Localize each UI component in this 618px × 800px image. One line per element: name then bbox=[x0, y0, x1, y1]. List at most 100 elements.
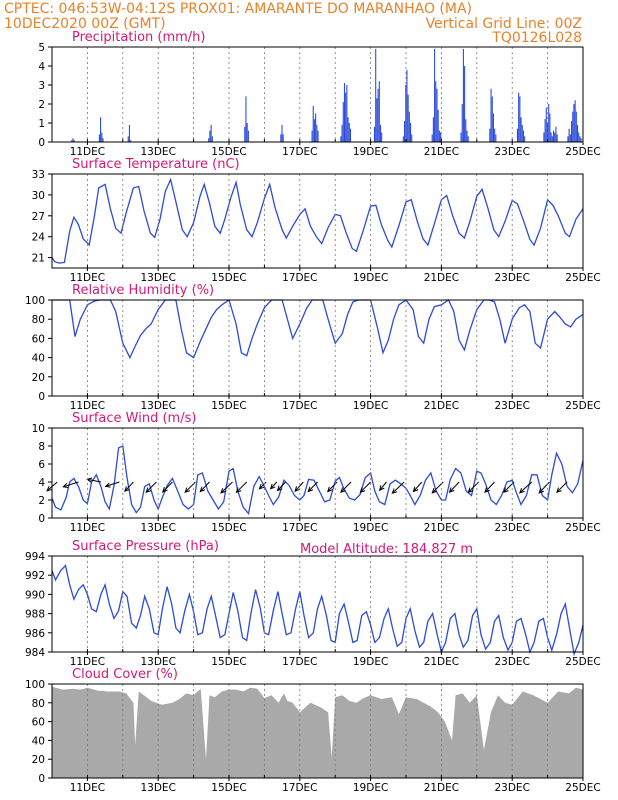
temp-xtick-label: 23DEC bbox=[494, 272, 529, 284]
rh-xtick-label: 13DEC bbox=[140, 400, 175, 412]
rh-panel: Relative Humidity (%) 0 20 40 60 80 100 11DEC 13… bbox=[25, 283, 601, 412]
temp-xtick-label: 11DEC bbox=[70, 272, 105, 284]
precip-bar bbox=[572, 111, 574, 142]
wind-arrow-head bbox=[502, 487, 509, 494]
precip-bar bbox=[437, 109, 439, 142]
wind-frame bbox=[51, 427, 584, 519]
precip-bar bbox=[520, 117, 522, 142]
precip-bar bbox=[465, 119, 467, 142]
header-station-line: CPTEC: 046:53W-04:12S PROX01: AMARANTE D… bbox=[4, 1, 472, 17]
precip-frame bbox=[51, 46, 584, 143]
wind-arrow-shaft bbox=[145, 481, 157, 493]
cloud-xtick-label: 11DEC bbox=[70, 782, 105, 794]
precip-bar bbox=[210, 124, 212, 142]
wind-ytick-label: 6 bbox=[38, 459, 45, 471]
pressure-xtick-label: 13DEC bbox=[140, 656, 175, 668]
pressure-xtick-label: 11DEC bbox=[70, 656, 105, 668]
precip-bar bbox=[317, 130, 319, 142]
pressure-ytick-label: 986 bbox=[25, 628, 45, 640]
temp-xtick-label: 21DEC bbox=[424, 272, 459, 284]
wind-arrow-shaft bbox=[379, 481, 387, 491]
precip-bar bbox=[246, 123, 248, 142]
pressure-title: Surface Pressure (hPa) bbox=[72, 539, 219, 554]
precip-bar bbox=[72, 138, 74, 142]
pressure-xtick-label: 21DEC bbox=[424, 656, 459, 668]
precip-bar bbox=[211, 136, 213, 142]
wind-arrow-shaft bbox=[307, 481, 318, 492]
precip-bar bbox=[377, 88, 379, 142]
temp-xtick-label: 13DEC bbox=[140, 272, 175, 284]
wind-arrow bbox=[269, 481, 278, 490]
wind-xtick-label: 23DEC bbox=[494, 522, 529, 534]
rh-title: Relative Humidity (%) bbox=[72, 283, 214, 298]
precip-bar bbox=[100, 117, 102, 142]
cloud-area bbox=[52, 686, 583, 778]
precip-bar bbox=[348, 123, 350, 142]
precip-bar bbox=[550, 132, 552, 142]
wind-arrow-head bbox=[294, 486, 300, 493]
rh-xtick-label: 15DEC bbox=[211, 400, 246, 412]
header-model-code: TQ0126L028 bbox=[491, 30, 582, 46]
precip-bar bbox=[521, 124, 523, 142]
wind-series-line bbox=[51, 445, 584, 515]
rh-ytick-label: 20 bbox=[32, 372, 45, 384]
precip-bar bbox=[373, 126, 376, 142]
pressure-series-line bbox=[51, 564, 584, 657]
wind-arrow-shaft bbox=[220, 481, 233, 494]
precip-bar bbox=[436, 88, 438, 142]
precip-panel: Precipitation (mm/h) 0 1 2 3 4 5 11DEC 13DEC 15DE… bbox=[38, 30, 600, 158]
wind-arrow-head bbox=[378, 485, 385, 492]
precip-bar bbox=[280, 134, 282, 142]
precip-bar bbox=[434, 48, 436, 142]
wind-arrow-head bbox=[340, 487, 346, 494]
precip-bar bbox=[73, 140, 75, 142]
precip-bar bbox=[381, 132, 383, 142]
precip-bar bbox=[410, 123, 412, 142]
wind-arrow bbox=[391, 481, 405, 494]
precip-bar bbox=[554, 132, 556, 142]
precip-bar bbox=[406, 69, 408, 142]
wind-arrow bbox=[276, 481, 286, 492]
precip-bar bbox=[342, 102, 344, 142]
precip-bar bbox=[545, 107, 547, 142]
precip-bar bbox=[127, 136, 129, 142]
precip-bar bbox=[552, 130, 555, 142]
cloud-title: Cloud Cover (%) bbox=[72, 667, 178, 682]
wind-arrow-head bbox=[199, 486, 206, 493]
pressure-xtick-label: 23DEC bbox=[494, 656, 529, 668]
wind-arrow-shaft bbox=[484, 481, 495, 493]
wind-arrow-head bbox=[269, 483, 276, 490]
cloud-ytick-label: 100 bbox=[25, 679, 45, 691]
wind-ytick-label: 2 bbox=[38, 495, 45, 507]
precip-bar bbox=[347, 117, 349, 142]
temp-series-line bbox=[51, 177, 584, 264]
wind-arrow-head bbox=[46, 486, 53, 492]
wind-arrow-head bbox=[235, 487, 242, 494]
cloud-ytick-label: 60 bbox=[32, 717, 45, 729]
precip-bar bbox=[102, 138, 104, 142]
wind-arrow-shaft bbox=[340, 481, 352, 493]
precip-bar bbox=[555, 126, 557, 142]
precip-bar bbox=[522, 130, 525, 142]
precip-bar bbox=[431, 134, 433, 142]
precip-ytick-label: 2 bbox=[38, 99, 45, 111]
rh-ytick-label: 0 bbox=[38, 391, 45, 403]
wind-xtick-label: 13DEC bbox=[140, 522, 175, 534]
precip-bar bbox=[438, 130, 440, 142]
precip-bar bbox=[494, 128, 496, 142]
precip-bar bbox=[516, 128, 519, 142]
precip-xtick-label: 15DEC bbox=[211, 146, 246, 158]
precip-bar bbox=[462, 48, 464, 142]
wind-arrow bbox=[556, 481, 568, 494]
wind-arrow-shaft bbox=[236, 481, 248, 493]
wind-arrow bbox=[518, 481, 533, 494]
precip-bar bbox=[345, 92, 347, 142]
precip-bar bbox=[524, 136, 526, 142]
rh-frame bbox=[51, 299, 584, 397]
precip-bar bbox=[312, 105, 314, 142]
precip-bar bbox=[580, 138, 582, 142]
precip-bar bbox=[570, 121, 573, 142]
precip-ytick-label: 5 bbox=[38, 42, 45, 54]
pressure-ytick-label: 992 bbox=[25, 570, 45, 582]
precip-bar bbox=[567, 136, 569, 142]
